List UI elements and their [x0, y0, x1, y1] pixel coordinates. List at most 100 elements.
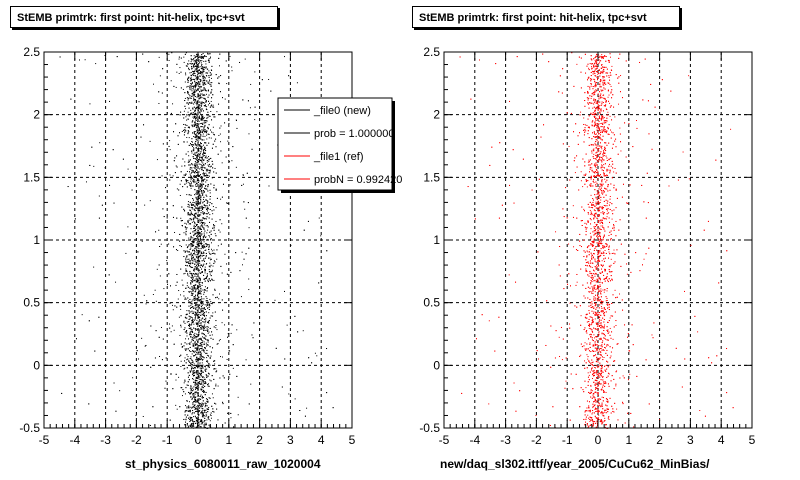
- data-point: [201, 271, 203, 273]
- data-point: [187, 426, 189, 428]
- data-point: [186, 330, 188, 332]
- data-point: [210, 264, 212, 266]
- data-point: [201, 139, 203, 141]
- data-point: [188, 223, 190, 225]
- data-point: [202, 310, 204, 312]
- data-point: [207, 307, 209, 309]
- data-point: [205, 402, 207, 404]
- data-point: [212, 163, 214, 165]
- data-point: [193, 234, 195, 236]
- data-point: [201, 177, 203, 179]
- data-point: [202, 57, 204, 59]
- data-point: [205, 263, 207, 265]
- data-point: [186, 313, 188, 315]
- data-point: [189, 417, 191, 419]
- data-point: [198, 137, 200, 139]
- data-point: [197, 321, 199, 323]
- data-point: [202, 421, 204, 423]
- data-point: [203, 218, 205, 220]
- data-point: [131, 189, 133, 191]
- data-point: [201, 349, 203, 351]
- data-point: [196, 63, 198, 65]
- data-point: [205, 398, 207, 400]
- data-point: [201, 411, 203, 413]
- data-point: [208, 248, 210, 250]
- data-point: [188, 325, 190, 327]
- data-point: [197, 309, 199, 311]
- data-point: [205, 326, 207, 328]
- data-point: [183, 117, 185, 119]
- data-point: [207, 329, 209, 331]
- data-point: [194, 384, 196, 386]
- data-point: [203, 263, 205, 265]
- data-point: [187, 111, 189, 113]
- data-point: [193, 296, 195, 298]
- data-point: [189, 298, 191, 300]
- data-point: [192, 373, 194, 375]
- data-point: [191, 281, 193, 283]
- data-point: [209, 327, 211, 329]
- data-point: [203, 228, 205, 230]
- data-point: [275, 347, 277, 349]
- data-point: [192, 378, 194, 380]
- data-point: [209, 106, 211, 108]
- data-point: [197, 176, 199, 178]
- data-point: [201, 310, 203, 312]
- data-point: [209, 334, 211, 336]
- data-point: [203, 70, 205, 72]
- data-point: [189, 331, 191, 333]
- data-point: [185, 338, 187, 340]
- data-point: [196, 307, 198, 309]
- data-point: [195, 68, 197, 70]
- data-point: [190, 324, 192, 326]
- data-point: [210, 275, 212, 277]
- data-point: [194, 383, 196, 385]
- data-point: [190, 75, 192, 77]
- data-point: [210, 100, 212, 102]
- data-point: [201, 126, 203, 128]
- data-point: [251, 334, 253, 336]
- data-point: [93, 165, 95, 167]
- data-point: [192, 420, 194, 422]
- data-point: [210, 380, 212, 382]
- data-point: [203, 330, 205, 332]
- data-point: [201, 223, 203, 225]
- data-point: [201, 74, 203, 76]
- data-point: [153, 83, 155, 85]
- data-point: [210, 129, 212, 131]
- data-point: [201, 145, 203, 147]
- data-point: [193, 371, 195, 373]
- data-point: [204, 337, 206, 339]
- data-point: [195, 141, 197, 143]
- data-point: [169, 179, 171, 181]
- data-point: [206, 117, 208, 119]
- data-point: [193, 425, 195, 427]
- data-point: [200, 214, 202, 216]
- data-point: [201, 271, 203, 273]
- data-point: [197, 388, 199, 390]
- data-point: [183, 368, 185, 370]
- data-point: [190, 351, 192, 353]
- data-point: [191, 101, 193, 103]
- data-point: [200, 252, 202, 254]
- data-point: [197, 73, 199, 75]
- data-point: [191, 245, 193, 247]
- data-point: [203, 76, 205, 78]
- data-point: [218, 298, 220, 300]
- data-point: [185, 228, 187, 230]
- data-point: [215, 138, 217, 140]
- data-point: [198, 191, 200, 193]
- data-point: [193, 101, 195, 103]
- data-point: [190, 424, 192, 426]
- data-point: [208, 81, 210, 83]
- data-point: [194, 116, 196, 118]
- data-point: [199, 426, 201, 428]
- data-point: [198, 82, 200, 84]
- data-point: [204, 163, 206, 165]
- data-point: [198, 192, 200, 194]
- data-point: [206, 232, 208, 234]
- data-point: [191, 81, 193, 83]
- data-point: [198, 414, 200, 416]
- data-point: [254, 71, 256, 73]
- data-point: [203, 172, 205, 174]
